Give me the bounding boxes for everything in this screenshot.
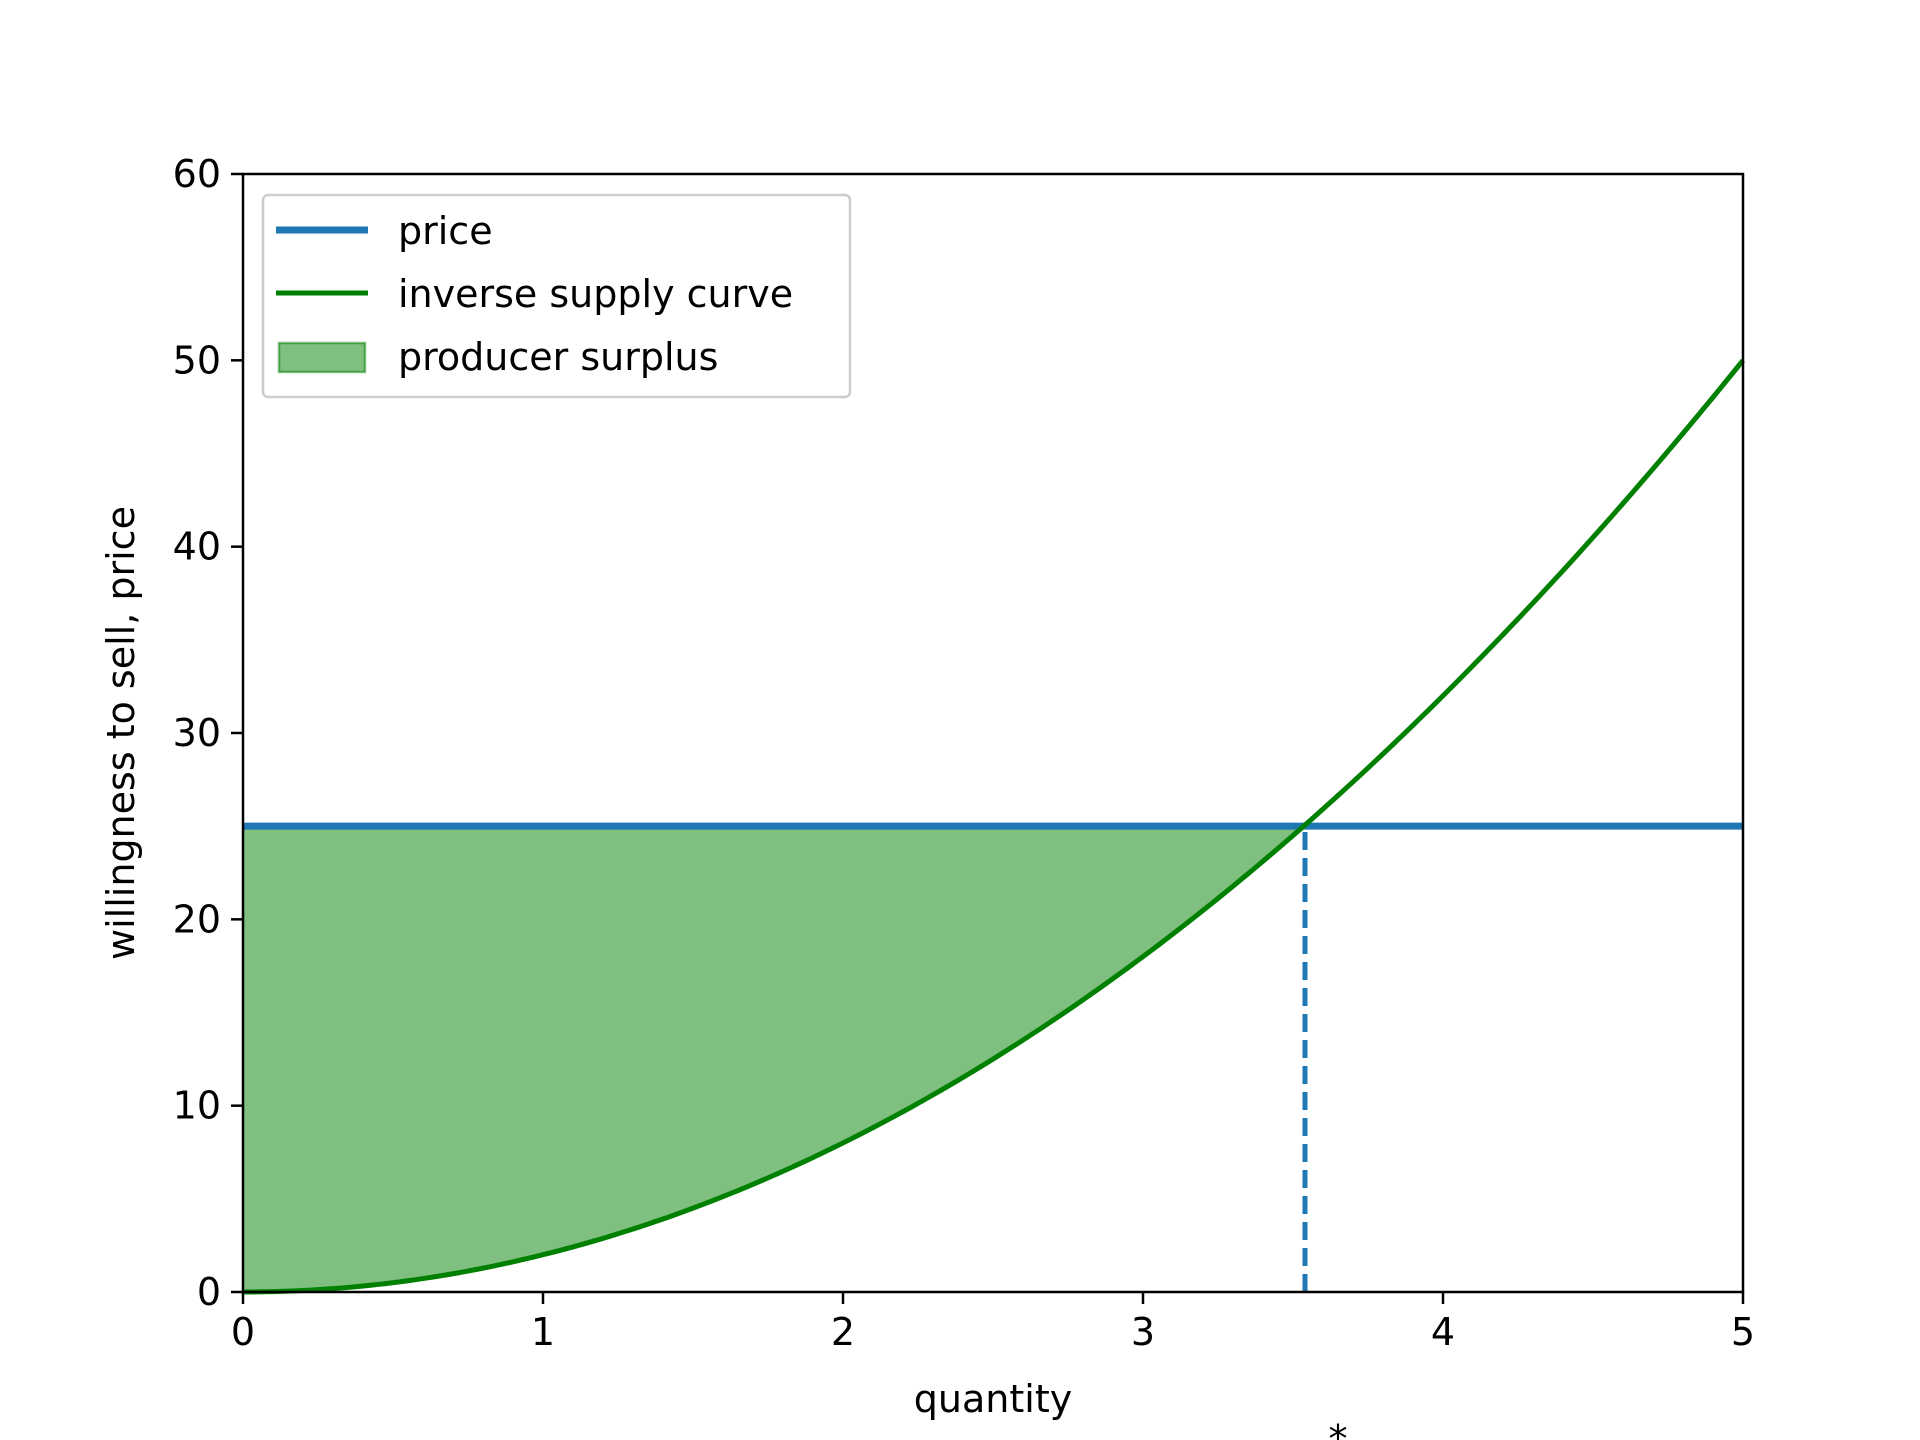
x-tick-label: 2 <box>831 1310 855 1354</box>
legend-box <box>261 193 852 399</box>
star-annotation: * <box>1329 1417 1348 1440</box>
plot-area <box>242 358 1745 1295</box>
y-tick-label: 20 <box>173 897 221 941</box>
legend-producer-surplus-label: producer surplus <box>398 335 718 379</box>
producer-surplus-area <box>243 826 1305 1292</box>
x-axis-ticks: 0 1 2 3 4 5 <box>231 1292 1755 1354</box>
legend-producer-surplus-swatch <box>277 341 367 374</box>
legend-price-label: price <box>398 209 493 253</box>
y-tick-label: 30 <box>173 711 221 755</box>
x-tick-label: 0 <box>231 1310 255 1354</box>
x-axis-label: quantity <box>914 1377 1072 1421</box>
y-tick-label: 10 <box>173 1084 221 1128</box>
y-tick-label: 60 <box>173 152 221 196</box>
inverse-supply-curve <box>242 358 1745 1295</box>
y-axis-label: willingness to sell, price <box>99 506 143 960</box>
y-tick-label: 40 <box>173 525 221 569</box>
legend: price inverse supply curve producer surp… <box>261 193 852 399</box>
x-tick-label: 5 <box>1731 1310 1755 1354</box>
x-tick-label: 3 <box>1131 1310 1155 1354</box>
legend-supply-label: inverse supply curve <box>398 272 793 316</box>
y-axis-ticks: 0 10 20 30 40 50 60 <box>173 152 243 1314</box>
y-tick-label: 0 <box>197 1270 221 1314</box>
x-tick-label: 1 <box>531 1310 555 1354</box>
y-tick-label: 50 <box>173 338 221 382</box>
x-tick-label: 4 <box>1431 1310 1455 1354</box>
